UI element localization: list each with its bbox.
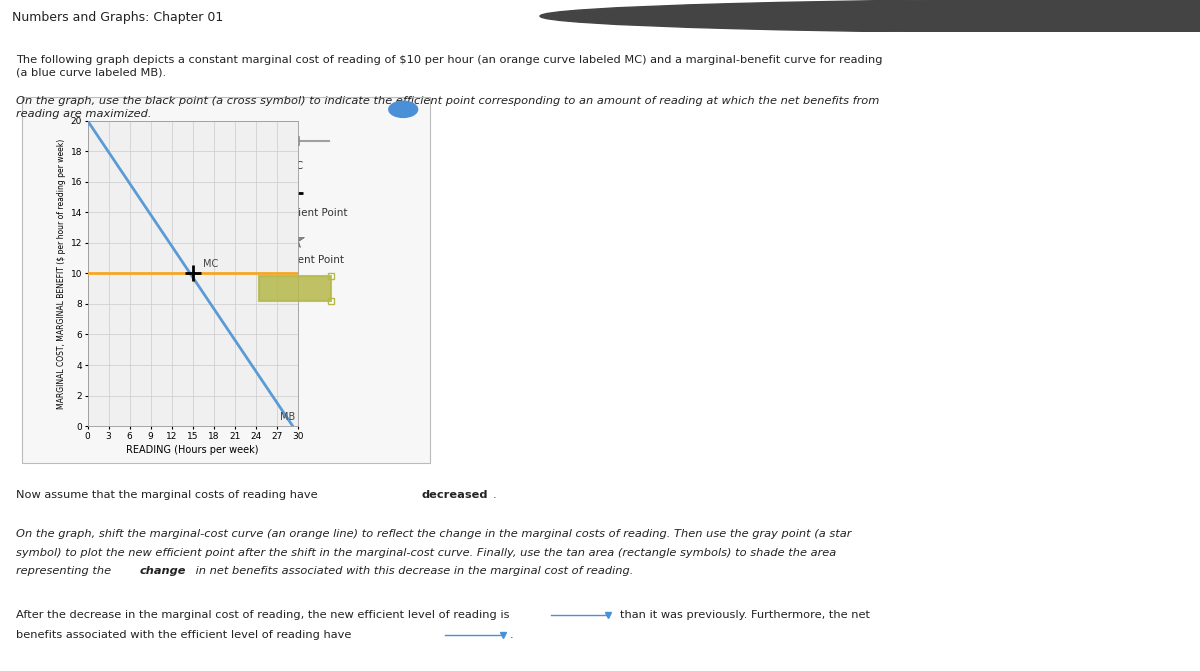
Text: benefits associated with the efficient level of reading have: benefits associated with the efficient l…	[16, 630, 350, 640]
Text: Initial Efficient Point: Initial Efficient Point	[242, 208, 348, 218]
Y-axis label: MARGINAL COST, MARGINAL BENEFIT ($ per hour of reading per week): MARGINAL COST, MARGINAL BENEFIT ($ per h…	[58, 138, 66, 409]
Text: in net benefits associated with this decrease in the marginal cost of reading.: in net benefits associated with this dec…	[192, 566, 634, 576]
Text: After the decrease in the marginal cost of reading, the new efficient level of r: After the decrease in the marginal cost …	[16, 610, 509, 620]
Text: symbol) to plot the new efficient point after the shift in the marginal-cost cur: symbol) to plot the new efficient point …	[16, 548, 836, 558]
Text: ?: ?	[401, 105, 407, 114]
Text: than it was previously. Furthermore, the net: than it was previously. Furthermore, the…	[620, 610, 870, 620]
Wedge shape	[540, 0, 1200, 34]
Text: MC: MC	[203, 259, 218, 269]
Text: The following graph depicts a constant marginal cost of reading of $10 per hour : The following graph depicts a constant m…	[16, 54, 882, 64]
Text: On the graph, shift the marginal-cost curve (an orange line) to reflect the chan: On the graph, shift the marginal-cost cu…	[16, 529, 851, 539]
Text: reading are maximized.: reading are maximized.	[16, 109, 151, 119]
Text: MC: MC	[287, 161, 304, 171]
Text: On the graph, use the black point (a cross symbol) to indicate the efficient poi: On the graph, use the black point (a cro…	[16, 96, 878, 106]
Text: New Efficient Point: New Efficient Point	[246, 255, 344, 265]
X-axis label: READING (Hours per week): READING (Hours per week)	[126, 445, 259, 455]
Text: .: .	[493, 490, 497, 500]
Text: MB: MB	[280, 411, 295, 421]
Text: representing the: representing the	[16, 566, 114, 576]
Text: change: change	[139, 566, 186, 576]
Text: (a blue curve labeled MB).: (a blue curve labeled MB).	[16, 67, 166, 77]
Text: decreased: decreased	[421, 490, 487, 500]
Text: Now assume that the marginal costs of reading have: Now assume that the marginal costs of re…	[16, 490, 320, 500]
Text: Numbers and Graphs: Chapter 01: Numbers and Graphs: Chapter 01	[12, 11, 223, 24]
Text: .: .	[510, 630, 514, 640]
